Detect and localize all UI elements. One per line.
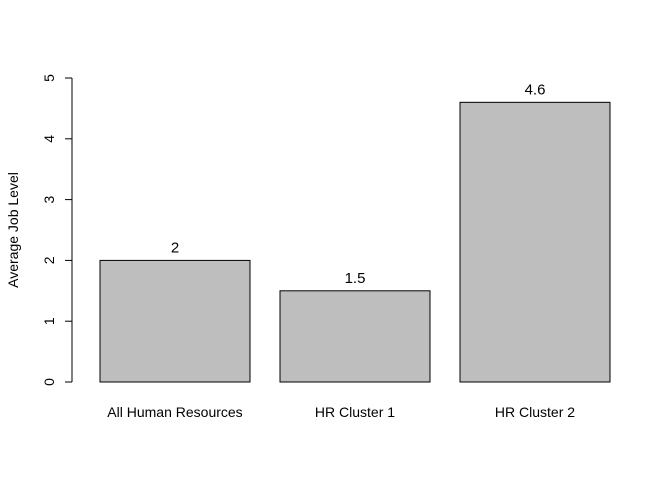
y-tick-label: 3 [41,195,57,203]
bar [99,259,251,383]
y-tick-label: 1 [41,317,57,325]
bars [99,101,611,383]
y-tick-label: 0 [41,378,57,386]
bar-value-label: 4.6 [525,81,546,98]
bar [459,101,611,383]
bar-value-label: 2 [171,239,179,256]
bar-value-label: 1.5 [345,270,366,287]
x-category-label: All Human Resources [107,404,242,420]
y-tick-label: 4 [41,135,57,143]
y-tick-label: 5 [41,74,57,82]
x-category-label: HR Cluster 1 [315,404,395,420]
y-axis: 0 1 2 3 4 5 [41,74,73,386]
bar [279,290,431,383]
bar-value-labels: 2 1.5 4.6 [171,81,546,286]
x-tick-labels: All Human Resources HR Cluster 1 HR Cluste… [107,404,575,420]
y-tick-label: 2 [41,256,57,264]
y-axis-title: Average Job Level [5,172,21,288]
x-category-label: HR Cluster 2 [495,404,575,420]
